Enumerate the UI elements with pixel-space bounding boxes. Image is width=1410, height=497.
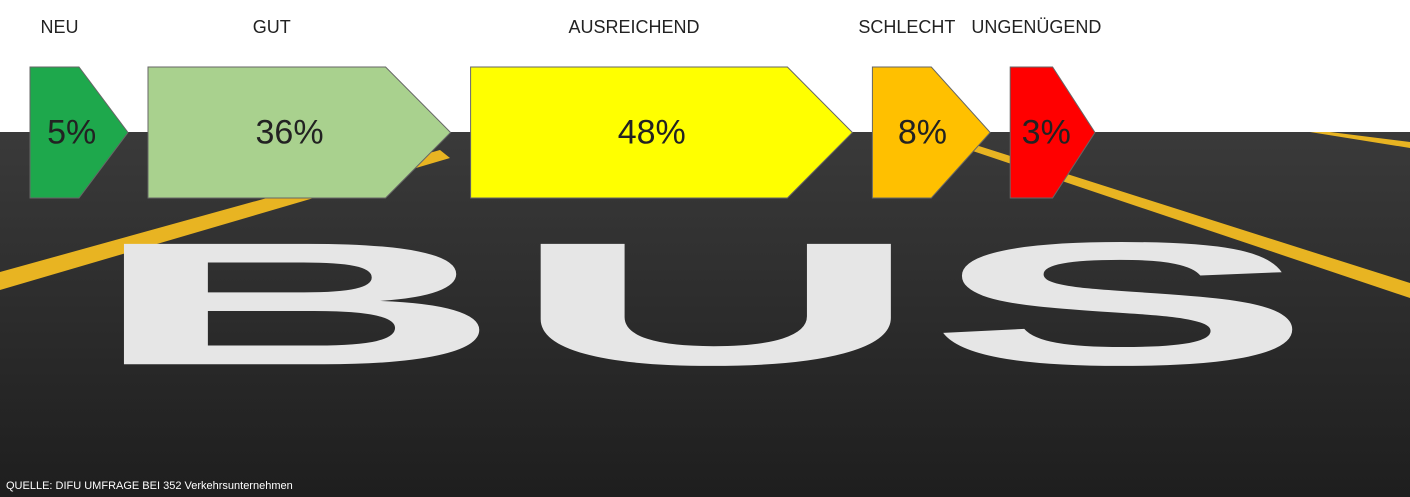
source-note: QUELLE: DIFU UMFRAGE BEI 352 Verkehrsunt… [6, 480, 293, 492]
category-label: AUSREICHEND [568, 17, 699, 37]
value-label: 48% [618, 113, 686, 151]
svg-text:BUS: BUS [85, 206, 1315, 401]
category-label: GUT [253, 17, 291, 37]
infographic: BUS 5% NEU 36% GUT 48% AUSREICHEND 8% SCHLECHT 3… [0, 0, 1410, 497]
category-label: SCHLECHT [858, 17, 955, 37]
category-label: NEU [40, 17, 78, 37]
value-label: 5% [47, 113, 96, 151]
value-label: 36% [256, 113, 324, 151]
category-label: UNGENÜGEND [971, 17, 1101, 37]
value-label: 3% [1022, 113, 1071, 151]
value-label: 8% [898, 113, 947, 151]
